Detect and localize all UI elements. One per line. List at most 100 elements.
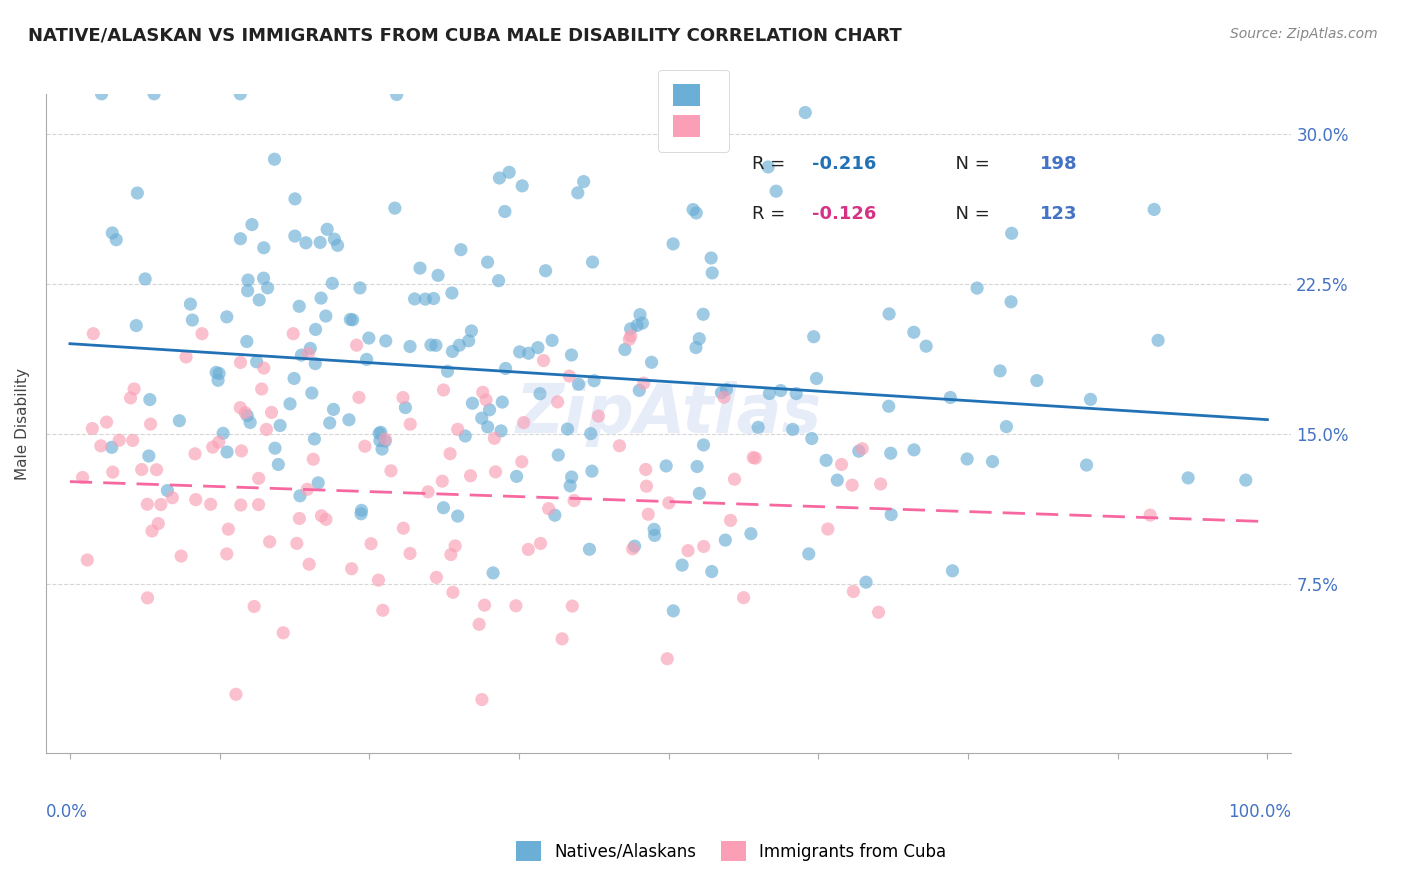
Natives/Alaskans [208, 367, 231, 381]
Natives/Alaskans [491, 395, 513, 409]
Immigrants from Cuba [229, 498, 252, 512]
Natives/Alaskans [644, 528, 666, 542]
Immigrants from Cuba [120, 391, 142, 405]
Immigrants from Cuba [842, 584, 865, 599]
Natives/Alaskans [509, 344, 531, 359]
Natives/Alaskans [253, 241, 276, 255]
Immigrants from Cuba [283, 326, 305, 341]
Immigrants from Cuba [817, 522, 839, 536]
Natives/Alaskans [284, 229, 307, 244]
Natives/Alaskans [613, 343, 636, 357]
Text: R =: R = [752, 205, 792, 223]
Natives/Alaskans [299, 342, 322, 356]
Immigrants from Cuba [562, 493, 585, 508]
Natives/Alaskans [288, 489, 311, 503]
Natives/Alaskans [304, 357, 326, 371]
Natives/Alaskans [239, 416, 262, 430]
Natives/Alaskans [309, 235, 332, 250]
Immigrants from Cuba [425, 570, 447, 584]
Natives/Alaskans [529, 386, 551, 401]
Immigrants from Cuba [101, 465, 124, 479]
Natives/Alaskans [620, 322, 643, 336]
Natives/Alaskans [432, 500, 454, 515]
Immigrants from Cuba [149, 498, 172, 512]
Immigrants from Cuba [208, 435, 231, 450]
Immigrants from Cuba [633, 376, 655, 391]
Natives/Alaskans [662, 604, 685, 618]
Immigrants from Cuba [136, 591, 159, 605]
Natives/Alaskans [385, 87, 408, 102]
Natives/Alaskans [447, 509, 470, 524]
Immigrants from Cuba [537, 501, 560, 516]
Immigrants from Cuba [831, 458, 853, 472]
Immigrants from Cuba [676, 543, 699, 558]
Immigrants from Cuba [619, 332, 641, 346]
Natives/Alaskans [685, 206, 707, 220]
Immigrants from Cuba [399, 417, 422, 432]
Natives/Alaskans [356, 352, 378, 367]
Natives/Alaskans [1001, 227, 1024, 241]
Immigrants from Cuba [174, 350, 197, 364]
Natives/Alaskans [915, 339, 938, 353]
Immigrants from Cuba [371, 603, 394, 617]
Immigrants from Cuba [399, 546, 422, 560]
Natives/Alaskans [247, 293, 270, 307]
Text: NATIVE/ALASKAN VS IMMIGRANTS FROM CUBA MALE DISABILITY CORRELATION CHART: NATIVE/ALASKAN VS IMMIGRANTS FROM CUBA M… [28, 27, 901, 45]
Immigrants from Cuba [720, 513, 742, 527]
Natives/Alaskans [256, 281, 278, 295]
Immigrants from Cuba [636, 479, 658, 493]
Natives/Alaskans [138, 449, 160, 463]
Text: ZipAtlas: ZipAtlas [516, 381, 821, 447]
Immigrants from Cuba [229, 401, 252, 415]
Natives/Alaskans [156, 483, 179, 498]
Natives/Alaskans [572, 175, 595, 189]
Immigrants from Cuba [302, 452, 325, 467]
Natives/Alaskans [685, 341, 707, 355]
Natives/Alaskans [988, 364, 1011, 378]
Immigrants from Cuba [447, 422, 470, 436]
Natives/Alaskans [181, 313, 204, 327]
Immigrants from Cuba [254, 422, 277, 436]
Immigrants from Cuba [72, 470, 94, 484]
Immigrants from Cuba [184, 447, 207, 461]
Natives/Alaskans [482, 566, 505, 580]
Natives/Alaskans [321, 277, 343, 291]
Immigrants from Cuba [247, 471, 270, 485]
Natives/Alaskans [252, 271, 274, 285]
Natives/Alaskans [371, 442, 394, 456]
Natives/Alaskans [425, 338, 447, 352]
Immigrants from Cuba [484, 465, 506, 479]
Natives/Alaskans [494, 204, 516, 219]
Natives/Alaskans [488, 171, 510, 186]
Natives/Alaskans [236, 273, 259, 287]
Natives/Alaskans [229, 87, 252, 101]
Natives/Alaskans [505, 469, 527, 483]
Natives/Alaskans [307, 475, 329, 490]
Immigrants from Cuba [253, 361, 276, 376]
Immigrants from Cuba [533, 353, 555, 368]
Immigrants from Cuba [139, 417, 162, 431]
Natives/Alaskans [643, 522, 665, 536]
Natives/Alaskans [995, 419, 1018, 434]
Natives/Alaskans [557, 422, 579, 436]
Natives/Alaskans [267, 458, 290, 472]
Natives/Alaskans [90, 87, 112, 101]
Immigrants from Cuba [432, 383, 454, 397]
Natives/Alaskans [477, 255, 499, 269]
Text: R =: R = [752, 155, 792, 173]
Natives/Alaskans [101, 226, 124, 240]
Natives/Alaskans [800, 432, 823, 446]
Legend: , : , [658, 70, 728, 152]
Natives/Alaskans [700, 251, 723, 265]
Natives/Alaskans [692, 307, 714, 321]
Immigrants from Cuba [713, 390, 735, 404]
Natives/Alaskans [510, 178, 533, 193]
Immigrants from Cuba [367, 573, 389, 587]
Immigrants from Cuba [347, 391, 370, 405]
Natives/Alaskans [374, 334, 396, 348]
Natives/Alaskans [477, 420, 499, 434]
Immigrants from Cuba [432, 474, 454, 488]
Immigrants from Cuba [851, 442, 873, 456]
Natives/Alaskans [357, 331, 380, 345]
Text: 0.0%: 0.0% [46, 804, 87, 822]
